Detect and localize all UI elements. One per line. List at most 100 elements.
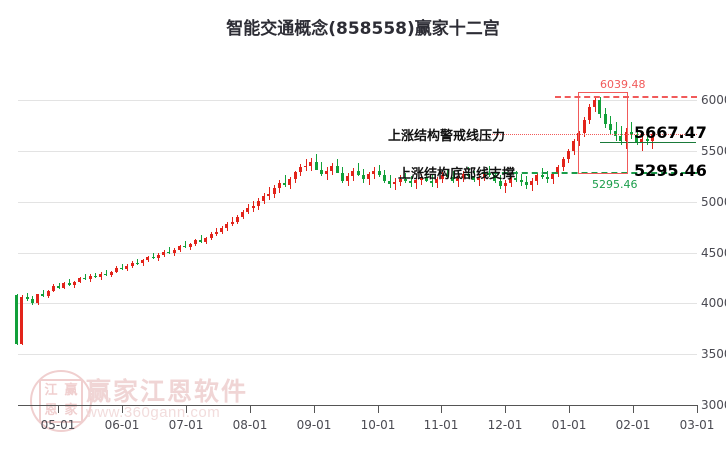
candle-body bbox=[562, 158, 565, 168]
candle-body bbox=[430, 180, 433, 184]
candle-body bbox=[162, 251, 165, 255]
candle-body bbox=[220, 228, 223, 233]
candle-body bbox=[393, 181, 396, 185]
y-axis-tick-label: 3000 bbox=[701, 398, 726, 412]
candle-wick bbox=[453, 171, 454, 184]
support-line-annotation: 上涨结构底部线支撑 bbox=[398, 167, 516, 182]
candle-body bbox=[267, 193, 270, 196]
candle-body bbox=[367, 174, 370, 180]
candle-wick bbox=[358, 163, 359, 177]
x-axis-tick bbox=[441, 405, 442, 413]
candle-body bbox=[210, 233, 213, 238]
candle-wick bbox=[201, 235, 202, 243]
candle-body bbox=[446, 175, 449, 178]
candle-body bbox=[414, 180, 417, 184]
candle-body bbox=[141, 260, 144, 264]
candle-body bbox=[241, 211, 244, 218]
candle-body bbox=[604, 114, 607, 125]
candle-wick bbox=[416, 177, 417, 190]
candle-body bbox=[509, 178, 512, 184]
candle-wick bbox=[137, 258, 138, 265]
candle-body bbox=[477, 177, 480, 181]
candle-body bbox=[362, 175, 365, 180]
candle-wick bbox=[285, 175, 286, 188]
candle-body bbox=[225, 223, 228, 229]
candle-body bbox=[315, 162, 318, 171]
candle-body bbox=[388, 181, 391, 185]
candle-body bbox=[493, 175, 496, 182]
candle-wick bbox=[27, 292, 28, 302]
candle-body bbox=[593, 100, 596, 108]
candle-body bbox=[625, 131, 628, 141]
candle-body bbox=[73, 282, 76, 285]
candle-body bbox=[152, 256, 155, 259]
y-axis-tick-label: 5000 bbox=[701, 195, 726, 209]
candle-body bbox=[294, 172, 297, 180]
x-axis-tick-label: 12-01 bbox=[487, 418, 523, 432]
gridline bbox=[18, 253, 697, 254]
candle-body bbox=[52, 285, 55, 291]
x-axis-tick-label: 05-01 bbox=[40, 418, 76, 432]
candle-wick bbox=[652, 132, 653, 149]
candle-body bbox=[167, 251, 170, 253]
support-price-small-label: 5295.46 bbox=[592, 178, 638, 191]
candle-wick bbox=[647, 130, 648, 145]
candle-body bbox=[120, 267, 123, 269]
candle-wick bbox=[547, 171, 548, 184]
candle-body bbox=[588, 107, 591, 121]
x-axis-tick bbox=[633, 405, 634, 413]
warning-line-annotation: 上涨结构警戒线压力 bbox=[388, 129, 506, 144]
candle-body bbox=[435, 179, 438, 184]
watermark-seal-inner: 江 赢 恩 家 bbox=[39, 379, 83, 423]
candle-wick bbox=[122, 263, 123, 270]
candle-body bbox=[488, 173, 491, 176]
candle-wick bbox=[269, 187, 270, 200]
candle-body bbox=[89, 276, 92, 279]
candle-body bbox=[630, 131, 633, 135]
candle-body bbox=[420, 177, 423, 181]
candle-body bbox=[157, 254, 160, 259]
x-axis-tick bbox=[505, 405, 506, 413]
candle-body bbox=[609, 124, 612, 131]
candle-body bbox=[551, 174, 554, 180]
candle-body bbox=[541, 175, 544, 178]
candle-body bbox=[646, 138, 649, 141]
candle-body bbox=[472, 176, 475, 181]
candle-body bbox=[57, 285, 60, 288]
candle-wick bbox=[185, 241, 186, 249]
candle-body bbox=[583, 120, 586, 133]
candle-body bbox=[194, 240, 197, 244]
candle-wick bbox=[43, 290, 44, 298]
candle-body bbox=[31, 299, 34, 304]
candle-body bbox=[136, 262, 139, 264]
x-axis-tick-label: 08-01 bbox=[232, 418, 268, 432]
warning-price-value: 5667.47 bbox=[634, 123, 707, 142]
candle-wick bbox=[74, 281, 75, 289]
candle-body bbox=[309, 162, 312, 166]
candle-wick bbox=[395, 178, 396, 191]
watermark-brand: 赢家江恩软件 bbox=[86, 377, 249, 406]
candle-body bbox=[467, 174, 470, 177]
x-axis-tick-label: 07-01 bbox=[168, 418, 204, 432]
candle-body bbox=[146, 256, 149, 261]
gridline bbox=[18, 303, 697, 304]
support-price-value: 5295.46 bbox=[634, 161, 707, 180]
candle-body bbox=[530, 181, 533, 186]
seal-char-1: 江 bbox=[44, 383, 58, 398]
candle-wick bbox=[337, 158, 338, 171]
candle-body bbox=[330, 166, 333, 172]
x-axis-tick bbox=[569, 405, 570, 413]
candle-body bbox=[351, 171, 354, 177]
candle-body bbox=[262, 195, 265, 201]
y-axis-tick-label: 3500 bbox=[701, 347, 726, 361]
candle-body bbox=[357, 171, 360, 176]
candle-body bbox=[619, 135, 622, 141]
candle-body bbox=[252, 205, 255, 208]
gridline bbox=[18, 354, 697, 355]
x-axis-tick bbox=[697, 405, 698, 413]
x-axis-tick bbox=[122, 405, 123, 413]
candle-body bbox=[204, 237, 207, 242]
candle-wick bbox=[85, 273, 86, 281]
candle-body bbox=[131, 262, 134, 266]
resistance-price-label: 6039.48 bbox=[600, 78, 646, 91]
